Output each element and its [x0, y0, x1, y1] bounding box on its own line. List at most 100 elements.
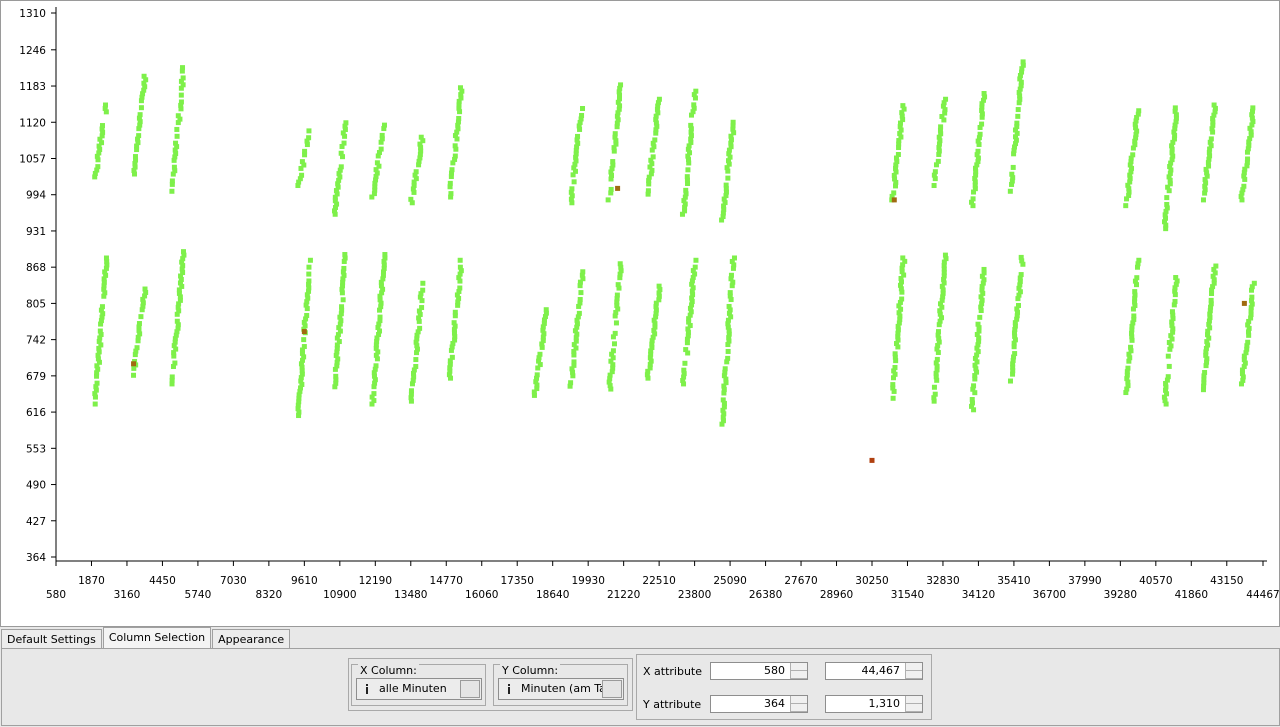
data-point: [96, 338, 102, 344]
data-point: [1010, 371, 1016, 377]
x-tick-label: 35410: [997, 575, 1030, 587]
data-point: [410, 377, 416, 383]
data-point: [172, 168, 178, 174]
data-point: [605, 197, 611, 203]
data-point: [451, 330, 457, 336]
data-point: [654, 123, 660, 129]
data-point: [333, 188, 339, 194]
x-tick-label: 30250: [855, 575, 888, 587]
y-column-select[interactable]: Minuten (am Tag): [498, 678, 624, 700]
tab-column-selection[interactable]: Column Selection: [102, 627, 212, 648]
data-point: [94, 363, 100, 369]
tab-default-settings[interactable]: Default Settings: [1, 629, 102, 648]
data-point: [1014, 130, 1020, 136]
spin-down-button[interactable]: [906, 671, 922, 679]
tab-appearance[interactable]: Appearance: [212, 629, 291, 648]
scatter-plot[interactable]: 364 427 490 553 616 679 742 805 868 931 994 1057 112…: [1, 1, 1279, 626]
data-point: [901, 272, 907, 278]
spin-down-button[interactable]: [791, 704, 807, 712]
spinner-buttons[interactable]: [790, 663, 807, 679]
data-point: [1020, 261, 1026, 267]
data-point: [134, 143, 140, 149]
data-point: [1161, 394, 1167, 400]
data-point: [1013, 134, 1019, 140]
data-point: [456, 98, 462, 104]
data-point: [976, 325, 982, 331]
data-point: [175, 120, 181, 126]
y-tick-label: 1310: [19, 8, 46, 20]
data-point: [610, 159, 616, 165]
data-point: [656, 96, 662, 102]
data-point: [895, 323, 901, 329]
spin-down-button[interactable]: [791, 671, 807, 679]
data-point: [534, 372, 540, 378]
x-attribute-max-spinner[interactable]: 44,467: [825, 662, 923, 680]
data-point: [609, 351, 615, 357]
data-point: [941, 263, 947, 269]
data-point: [296, 409, 302, 415]
data-point: [341, 140, 347, 146]
y-attribute-min-spinner[interactable]: 364: [710, 695, 808, 713]
dropdown-button[interactable]: [460, 680, 480, 698]
y-tick-label: 1120: [19, 117, 46, 129]
data-point: [975, 138, 981, 144]
spinner-buttons[interactable]: [790, 696, 807, 712]
data-point: [975, 158, 981, 164]
data-point: [339, 307, 345, 313]
data-point: [297, 388, 303, 394]
data-point: [977, 314, 983, 320]
data-point: [1208, 297, 1214, 303]
data-point: [171, 350, 177, 356]
data-point: [380, 272, 386, 278]
data-point: [893, 179, 899, 185]
data-point: [609, 369, 615, 375]
x-tick-label: 34120: [962, 589, 995, 601]
data-point: [650, 140, 656, 146]
data-point: [456, 288, 462, 294]
data-point: [1204, 356, 1210, 362]
y-attribute-max-spinner[interactable]: 1,310: [825, 695, 923, 713]
data-point: [1011, 151, 1017, 157]
data-point: [1206, 149, 1212, 155]
data-point: [180, 249, 186, 255]
data-point: [616, 96, 622, 102]
data-point: [1011, 340, 1017, 346]
x-tick-label: 18640: [536, 589, 569, 601]
spin-up-button[interactable]: [906, 663, 922, 671]
data-point: [645, 188, 651, 194]
data-point: [969, 400, 975, 406]
data-point: [299, 347, 305, 353]
highlighted-point: [1241, 300, 1247, 306]
data-point: [972, 182, 978, 188]
data-point: [534, 382, 540, 388]
data-point: [334, 359, 340, 365]
x-column-select[interactable]: alle Minuten: [356, 678, 482, 700]
data-point: [299, 172, 305, 178]
data-point: [614, 292, 620, 298]
spin-up-button[interactable]: [791, 663, 807, 671]
spin-up-button[interactable]: [906, 696, 922, 704]
data-point: [689, 295, 695, 301]
dropdown-button[interactable]: [602, 680, 622, 698]
data-point: [1249, 112, 1255, 118]
x-tick-label: 1870: [78, 575, 105, 587]
data-point: [452, 313, 458, 319]
data-point: [1007, 188, 1013, 194]
scatter-plot-panel[interactable]: 364 427 490 553 616 679 742 805 868 931 994 1057 112…: [0, 0, 1280, 627]
x-attribute-min-spinner[interactable]: 580: [710, 662, 808, 680]
data-point: [617, 103, 623, 109]
data-point: [336, 339, 342, 345]
data-point: [341, 265, 347, 271]
spin-down-button[interactable]: [906, 704, 922, 712]
data-point: [180, 270, 186, 276]
data-point: [138, 98, 144, 104]
spinner-buttons[interactable]: [905, 663, 922, 679]
data-point: [1012, 351, 1018, 357]
spinner-buttons[interactable]: [905, 696, 922, 712]
spin-up-button[interactable]: [791, 696, 807, 704]
data-point: [380, 286, 386, 292]
data-point: [972, 175, 978, 181]
data-point: [1015, 309, 1021, 315]
data-point: [96, 349, 102, 355]
data-point: [1207, 139, 1213, 145]
